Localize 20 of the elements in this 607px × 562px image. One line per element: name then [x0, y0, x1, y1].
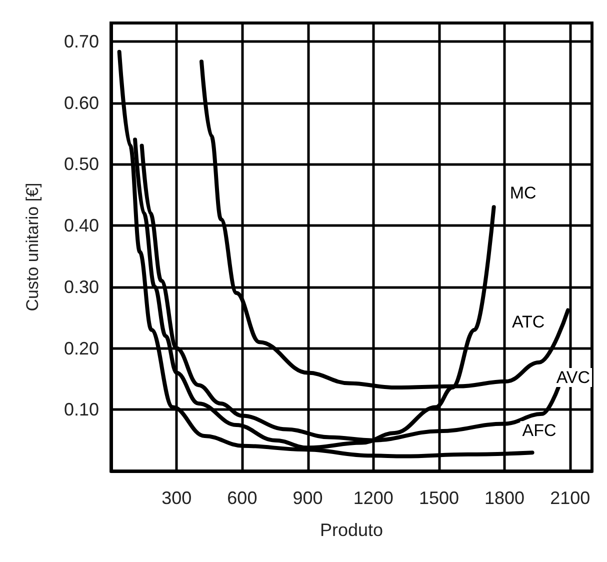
series-label: MC	[510, 184, 536, 203]
x-tick-label: 600	[227, 488, 258, 508]
y-tick-label: 0.40	[64, 216, 99, 236]
x-tick-label: 1800	[484, 488, 525, 508]
series-label: ATC	[512, 312, 545, 332]
series-label: AVC	[556, 368, 590, 388]
y-axis-title: Custo unitario [€]	[23, 182, 42, 312]
x-tick-label: 1200	[353, 488, 394, 508]
series-label: AFC	[522, 421, 556, 440]
x-axis-title: Produto	[320, 520, 384, 540]
x-tick-label: 900	[292, 488, 323, 508]
y-tick-label: 0.60	[64, 92, 99, 113]
y-tick-label: 0.50	[64, 154, 99, 174]
x-tick-label: 300	[162, 488, 192, 508]
y-tick-label: 0.70	[64, 31, 99, 52]
y-tick-label: 0.30	[64, 276, 99, 297]
y-tick-label: 0.10	[64, 400, 99, 420]
x-tick-label: 2100	[550, 488, 590, 508]
y-tick-label: 0.20	[64, 338, 99, 358]
x-tick-label: 1500	[418, 488, 459, 508]
